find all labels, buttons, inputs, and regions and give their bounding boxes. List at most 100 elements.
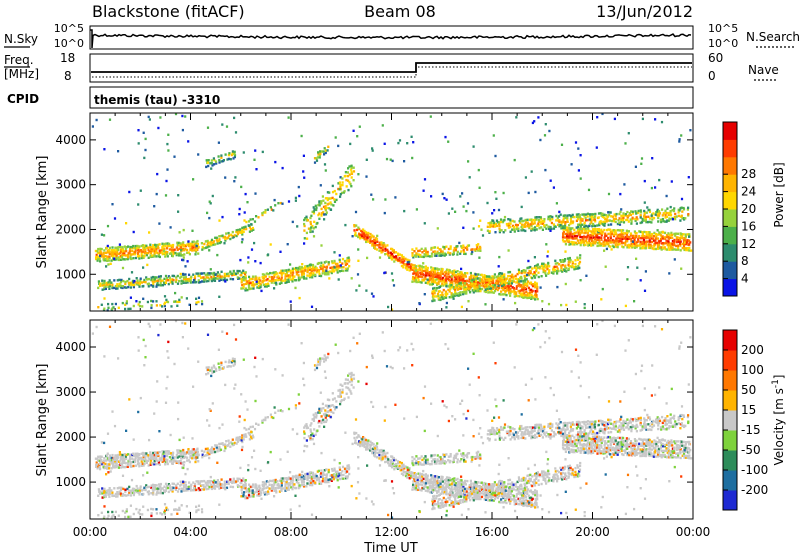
power-cell [530,229,533,232]
velocity-cell [291,475,294,478]
velocity-cell [278,486,282,489]
velocity-cell [412,483,415,486]
power-cell [245,220,248,224]
power-cell [178,279,181,283]
power-cell [159,277,162,280]
power-cell [685,242,688,246]
power-cell [653,231,656,235]
power-cell [210,272,213,275]
power-cell [543,225,546,229]
power-cell [566,240,569,243]
power-cell [224,176,227,179]
power-cell [684,239,687,242]
power-cell [441,252,444,255]
power-cell [516,278,519,281]
velocity-cell [414,486,417,490]
velocity-cell [189,455,192,458]
power-cell [671,242,674,245]
velocity-cell [374,447,377,450]
power-cell [337,182,340,185]
power-cell [501,284,504,287]
power-cell [561,225,565,228]
power-cell [108,282,111,286]
power-cell [522,288,525,291]
power-cell [430,270,433,273]
velocity-cell [327,470,330,474]
power-cell [635,245,638,249]
power-cell [259,285,262,289]
velocity-cell [287,484,290,487]
velocity-cell [201,456,204,459]
velocity-cell [227,482,230,486]
power-cell [172,278,175,282]
power-cell [596,234,599,237]
velocity-cell [119,453,122,456]
velocity-cell [184,487,187,490]
power-cell [520,271,523,275]
power-cell [641,245,644,248]
power-cell [533,222,536,225]
power-cell [587,188,591,192]
velocity-cell [157,461,160,464]
power-cell [441,253,444,257]
power-cell [520,223,524,226]
power-cell [308,274,311,278]
power-cell [339,264,342,267]
power-cell [492,284,495,287]
power-cell [524,280,527,283]
power-cell [166,251,169,254]
power-cell [453,288,457,291]
velocity-cell [236,479,239,483]
power-cell [622,216,625,220]
power-cell [604,234,607,237]
power-cell [467,244,471,247]
power-cell [607,215,610,218]
power-cell [463,252,466,255]
velocity-cell [375,445,379,449]
velocity-cell [225,486,229,489]
velocity-cell [269,413,272,416]
power-cell [502,285,505,288]
velocity-cell [218,484,221,487]
velocity-cell [102,463,105,467]
velocity-cell [111,510,114,514]
power-cell [354,231,357,235]
power-cell [496,278,499,281]
power-cell [577,225,580,228]
velocity-cell [392,456,395,460]
power-cell [583,213,586,216]
power-cell [275,281,278,285]
power-cell [179,242,182,245]
power-cell [566,214,569,217]
power-cell [106,224,110,228]
power-cell [431,290,434,293]
power-cell [629,213,632,217]
velocity-cell [125,510,128,513]
power-cell [492,280,495,283]
power-cell [212,279,215,282]
velocity-cell [347,467,351,471]
power-cell [489,223,492,226]
power-cell [526,273,529,277]
power-cell [179,243,183,247]
velocity-cell [229,445,232,448]
velocity-cell [138,490,141,494]
power-cell [177,194,180,197]
power-cell [248,279,251,283]
velocity-cell [121,492,125,496]
power-cell [239,258,242,262]
velocity-cell [325,468,328,471]
power-cell [640,157,644,160]
velocity-cell [149,459,153,462]
power-cell [178,254,181,257]
power-cell [410,263,413,266]
velocity-cell [159,485,162,488]
power-cell [490,221,493,224]
power-cell [123,251,126,255]
velocity-cell [330,474,333,477]
power-cell [166,253,169,256]
velocity-cell [187,452,190,455]
power-cell [201,248,204,251]
power-cell [537,266,540,269]
power-cell [102,309,106,312]
